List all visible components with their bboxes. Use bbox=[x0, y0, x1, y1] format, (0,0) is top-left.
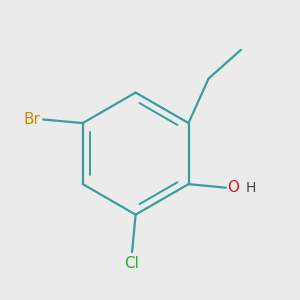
Text: Cl: Cl bbox=[124, 256, 140, 271]
Text: Br: Br bbox=[23, 112, 40, 127]
Text: H: H bbox=[246, 181, 256, 195]
Text: O: O bbox=[227, 180, 239, 195]
